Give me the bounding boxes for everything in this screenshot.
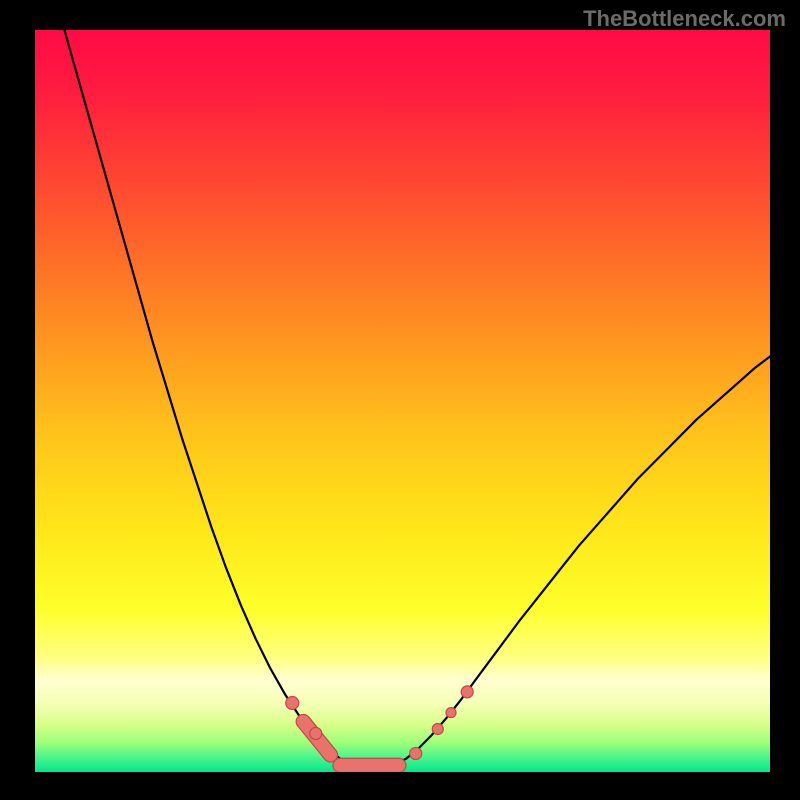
marker-dot	[432, 723, 443, 734]
marker-dot	[461, 686, 473, 698]
watermark-text: TheBottleneck.com	[583, 6, 786, 32]
bottleneck-chart	[0, 0, 800, 800]
marker-dot	[446, 708, 456, 718]
marker-dot	[286, 696, 299, 709]
marker-dot	[310, 727, 322, 739]
marker-dot	[410, 747, 422, 759]
gradient-background	[35, 30, 770, 772]
